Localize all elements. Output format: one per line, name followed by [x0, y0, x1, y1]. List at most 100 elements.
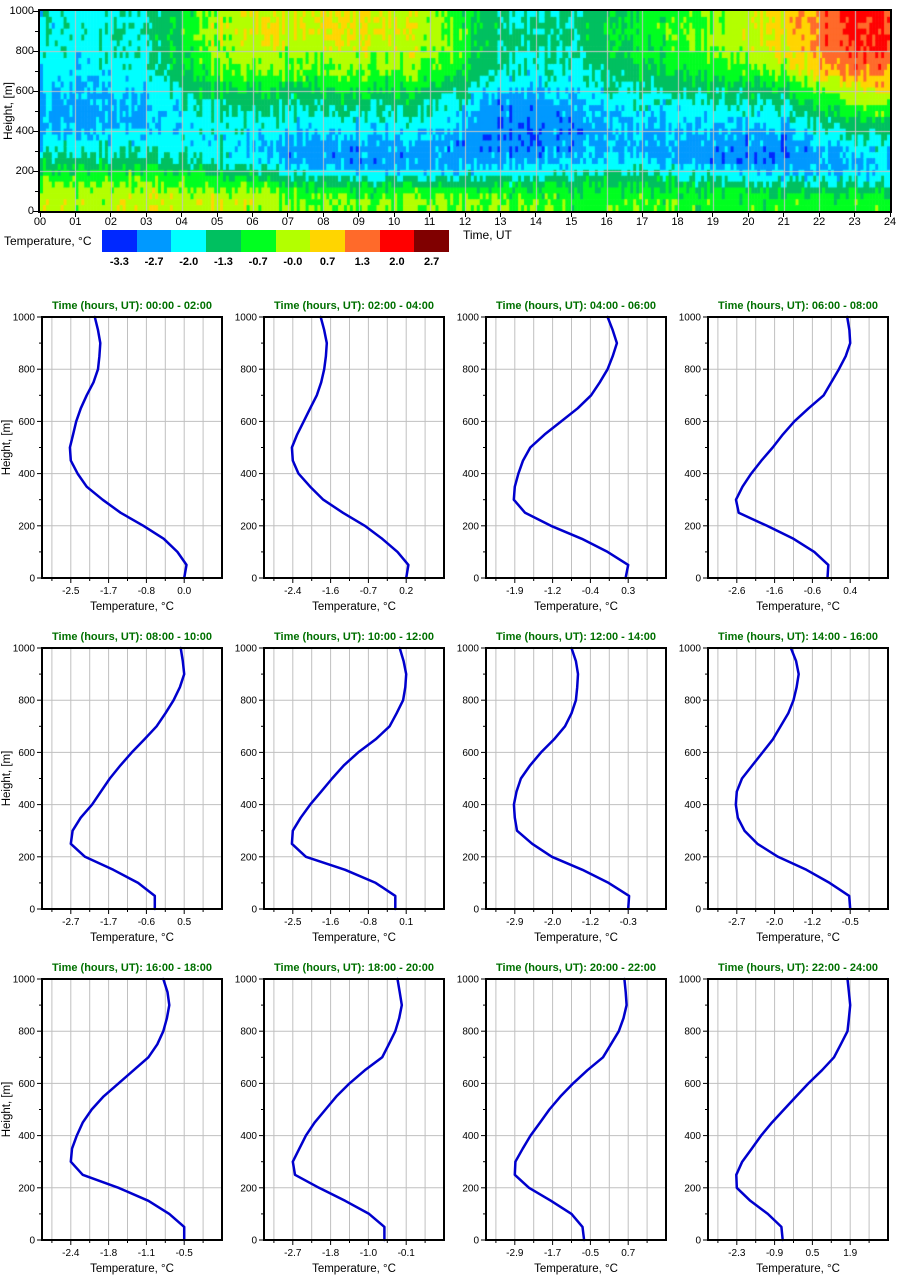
x-axis-label: Temperature, °C [312, 932, 396, 944]
y-tick-label: 200 [684, 521, 701, 532]
x-tick-label: -2.5 [62, 586, 80, 597]
x-tick-label: -0.6 [804, 586, 822, 597]
x-tick-label: -2.6 [728, 586, 746, 597]
x-tick-label: -0.5 [842, 917, 860, 928]
heatmap-x-tick-label: 04 [175, 216, 188, 228]
x-tick-label: -1.2 [544, 586, 562, 597]
colorbar-tick-label: -0.7 [248, 256, 268, 268]
y-tick-label: 200 [18, 521, 35, 532]
x-tick-label: -0.4 [582, 586, 600, 597]
x-axis-label: Temperature, °C [312, 1263, 396, 1275]
heatmap-x-tick [641, 213, 643, 217]
x-axis-label: Temperature, °C [90, 1263, 174, 1275]
y-tick-label: 400 [462, 800, 479, 811]
y-tick-label: 400 [240, 469, 257, 480]
heatmap-x-tick [252, 213, 253, 217]
heatmap-x-tick [216, 213, 218, 217]
y-tick-label: 800 [684, 365, 701, 376]
x-tick-label: -0.6 [138, 917, 156, 928]
x-axis-label: Temperature, °C [534, 1263, 618, 1275]
y-tick-label: 600 [240, 417, 257, 428]
x-axis-label: Temperature, °C [534, 932, 618, 944]
x-tick-label: 0.5 [805, 1248, 819, 1259]
y-tick-label: 400 [684, 469, 701, 480]
heatmap-x-tick-label: 05 [210, 216, 224, 228]
x-tick-label: -1.6 [322, 917, 340, 928]
y-tick-label: 200 [462, 521, 479, 532]
y-tick-label: 400 [18, 1131, 35, 1142]
y-tick-label: 1000 [679, 644, 702, 655]
profile-chart: Time (hours, UT): 16:00 - 18:00 0 200 400 60… [1, 962, 223, 1275]
y-tick-label: 600 [684, 1079, 701, 1090]
y-tick-label: 200 [684, 852, 701, 863]
heatmap-x-tick-label: 21 [777, 216, 790, 228]
heatmap-x-tick-label: 19 [706, 216, 720, 228]
heatmap-x-tick-label: 23 [848, 216, 861, 228]
y-tick-label: 200 [240, 1183, 257, 1194]
subplot-title: Time (hours, UT): 18:00 - 20:00 [274, 962, 434, 974]
heatmap-x-tick-label: 02 [104, 216, 117, 228]
y-tick-label: 0 [695, 905, 701, 916]
profile-subplot-11: Time (hours, UT): 20:00 - 22:00 0 200 400 60… [444, 957, 678, 1277]
colorbar-tick-label: -0.0 [283, 256, 303, 268]
x-tick-label: -2.4 [62, 1248, 80, 1259]
heatmap-y-tick [33, 90, 38, 92]
x-tick-label: -2.7 [728, 917, 746, 928]
subplot-title: Time (hours, UT): 20:00 - 22:00 [496, 962, 656, 974]
heatmap-x-tick [429, 213, 431, 217]
profile-chart: Time (hours, UT): 06:00 - 08:00 0 200 400 60… [679, 300, 889, 613]
heatmap-x-tick-label: 09 [352, 216, 365, 228]
y-tick-label: 600 [462, 748, 479, 759]
plot-frame [485, 316, 667, 579]
y-tick-label: 200 [684, 1183, 701, 1194]
y-tick-label: 1000 [457, 975, 480, 986]
x-tick-label: -0.1 [398, 1248, 416, 1259]
x-tick-label: -1.8 [322, 1248, 340, 1259]
y-tick-label: 800 [240, 365, 257, 376]
heatmap-x-tick [287, 213, 289, 217]
profile-chart: Time (hours, UT): 02:00 - 04:00 0 200 400 60… [235, 300, 445, 613]
heatmap-y-tick-label: 600 [15, 85, 34, 97]
y-tick-label: 400 [462, 1131, 479, 1142]
heatmap-y-minor-tick [35, 110, 38, 112]
y-tick-label: 400 [684, 800, 701, 811]
heatmap-y-minor-tick [35, 190, 38, 192]
heatmap-x-tick [145, 213, 147, 217]
x-tick-label: -1.8 [100, 1248, 118, 1259]
x-tick-label: -0.7 [360, 586, 378, 597]
heatmap-x-tick-label: 17 [635, 216, 649, 228]
x-tick-label: -0.8 [360, 917, 378, 928]
y-tick-label: 0 [473, 905, 479, 916]
subplot-title: Time (hours, UT): 12:00 - 14:00 [496, 631, 656, 643]
y-tick-label: 400 [18, 800, 35, 811]
plot-frame [263, 316, 445, 579]
temperature-profile-line [734, 315, 852, 580]
colorbar-tick-label: -3.3 [109, 256, 129, 268]
heatmap-x-tick-label: 07 [281, 216, 295, 228]
plot-frame [263, 978, 445, 1241]
profile-subplot-12: Time (hours, UT): 22:00 - 24:00 0 200 400 60… [666, 957, 900, 1277]
colorbar-tick-label: -2.7 [144, 256, 164, 268]
x-tick-label: -1.7 [100, 917, 118, 928]
heatmap-x-tick-label: 18 [671, 216, 684, 228]
heatmap-y-minor-tick [35, 150, 38, 152]
y-tick-label: 400 [684, 1131, 701, 1142]
heatmap-x-tick [110, 213, 112, 217]
y-tick-label: 1000 [13, 313, 36, 324]
y-tick-label: 0 [695, 1236, 701, 1247]
x-tick-label: -2.3 [728, 1248, 746, 1259]
y-tick-label: 600 [684, 748, 701, 759]
x-tick-label: -2.7 [62, 917, 80, 928]
y-axis-label: Height, [m] [1, 420, 13, 476]
temperature-profile-line [513, 977, 628, 1242]
heatmap-x-tick-label: 16 [600, 216, 613, 228]
heatmap-x-tick-label: 12 [458, 216, 472, 228]
x-tick-label: -1.6 [766, 586, 784, 597]
heatmap-x-tick [889, 213, 891, 217]
heatmap-x-tick [783, 213, 785, 217]
y-tick-label: 200 [18, 1183, 35, 1194]
profile-subplot-9: Time (hours, UT): 16:00 - 18:00 0 200 400 60… [0, 957, 234, 1277]
y-tick-label: 1000 [235, 975, 258, 986]
temperature-profile-line [290, 315, 410, 580]
